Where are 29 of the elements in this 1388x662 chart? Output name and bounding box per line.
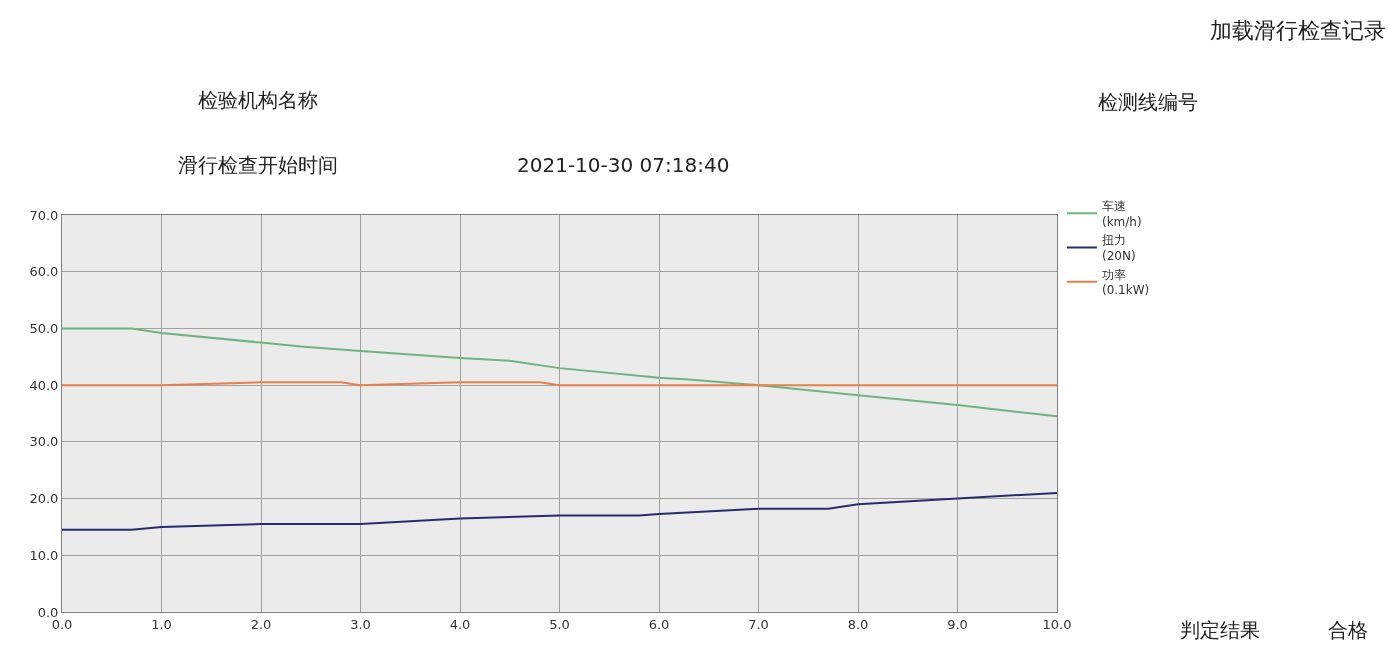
y-tick-label: 10.0 bbox=[29, 547, 59, 563]
legend-label: 扭力 (20N) bbox=[1101, 233, 1136, 263]
text: 滑行检查开始时间 bbox=[178, 153, 338, 177]
text: 2021-10-30 07:18:40 bbox=[517, 153, 730, 177]
x-tick-label: 9.0 bbox=[947, 616, 968, 632]
x-tick-label: 10.0 bbox=[1042, 616, 1072, 632]
x-tick-label: 2.0 bbox=[250, 616, 272, 632]
x-tick-label: 6.0 bbox=[648, 616, 670, 632]
x-tick-label: 5.0 bbox=[549, 616, 570, 632]
text: 检验机构名称 bbox=[198, 88, 318, 112]
y-tick-label: 70.0 bbox=[29, 207, 59, 223]
line-series bbox=[62, 491, 1057, 531]
text: 判定结果 bbox=[1180, 618, 1260, 642]
text: 加载滑行检查记录 bbox=[1210, 18, 1386, 43]
x-tick-label: 8.0 bbox=[847, 616, 869, 632]
x-tick-label: 3.0 bbox=[350, 616, 371, 632]
legend-label: 功率 (0.1kW) bbox=[1101, 267, 1150, 298]
y-tick-label: 50.0 bbox=[29, 320, 59, 336]
x-tick-label: 7.0 bbox=[748, 616, 769, 632]
legend-label: 车速 (km/h) bbox=[1101, 199, 1142, 229]
line-series bbox=[62, 327, 1057, 418]
x-tick-label: 1.0 bbox=[151, 616, 172, 632]
y-tick-label: 60.0 bbox=[29, 264, 59, 280]
text: 合格 bbox=[1328, 618, 1368, 642]
x-tick-label: 4.0 bbox=[449, 616, 471, 632]
y-tick-label: 30.0 bbox=[29, 434, 59, 450]
y-tick-label: 20.0 bbox=[29, 491, 59, 507]
text: 检测线编号 bbox=[1098, 90, 1198, 114]
y-tick-label: 40.0 bbox=[29, 377, 59, 393]
